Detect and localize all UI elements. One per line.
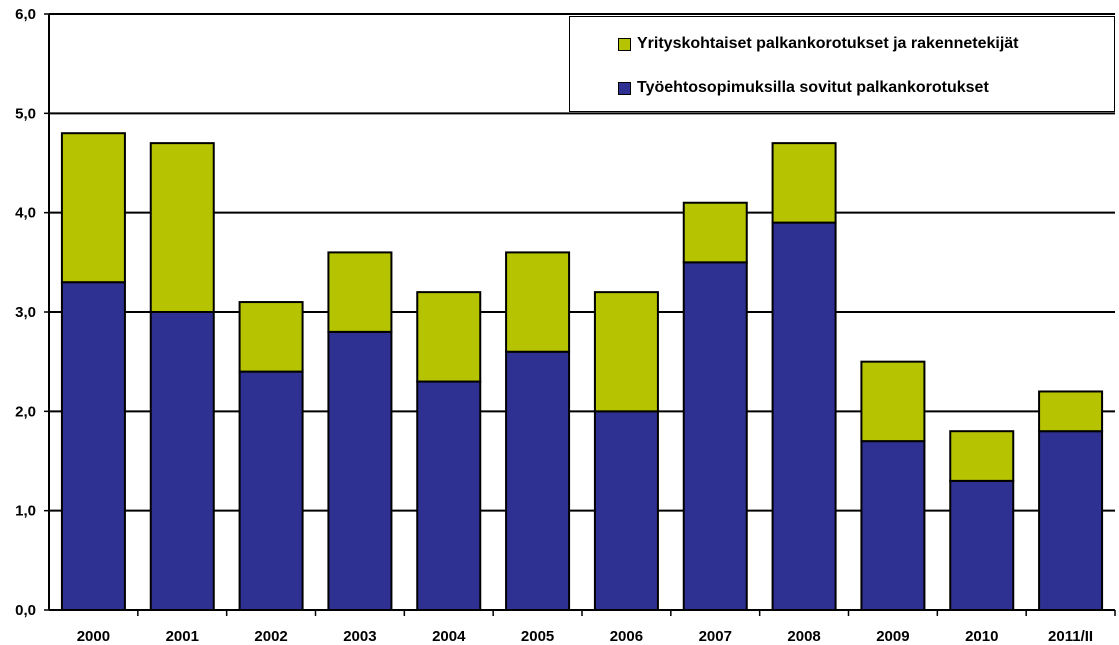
bar-segment-company-specific — [505, 251, 571, 353]
legend-item-company-specific: Yrityskohtaiset palkankorotukset ja rake… — [618, 35, 1018, 53]
x-tick-label: 2006 — [610, 628, 643, 645]
x-tick-label: 2004 — [432, 628, 466, 645]
bar-segment-company-specific — [238, 301, 304, 373]
bar-segment-company-specific — [860, 360, 926, 443]
y-tick-label: 1,0 — [15, 503, 36, 520]
bar-segment-collective-agreements — [860, 440, 926, 611]
legend-swatch-collective-agreements — [618, 81, 631, 95]
x-tick-label: 2005 — [521, 628, 554, 645]
y-tick-label: 2,0 — [15, 403, 36, 420]
bar-segment-collective-agreements — [149, 311, 215, 611]
bar-segment-company-specific — [60, 132, 126, 284]
bar-segment-collective-agreements — [949, 479, 1015, 611]
bar-segment-collective-agreements — [682, 261, 748, 611]
bar-segment-company-specific — [771, 142, 837, 224]
bar-segment-collective-agreements — [1038, 430, 1104, 612]
x-tick-label: 2007 — [699, 628, 732, 645]
bar-segment-collective-agreements — [238, 370, 304, 611]
axes — [44, 13, 1116, 616]
y-tick-label: 5,0 — [15, 105, 36, 122]
legend-item-collective-agreements: Työehtosopimuksilla sovitut palkankorotu… — [618, 79, 989, 97]
gridlines — [49, 13, 1115, 512]
x-tick-label: 2000 — [77, 628, 110, 645]
y-tick-label: 4,0 — [15, 205, 36, 222]
x-tick-label: 2001 — [166, 628, 199, 645]
x-tick-label: 2002 — [254, 628, 287, 645]
x-tick-label: 2010 — [965, 628, 998, 645]
y-tick-label: 3,0 — [15, 304, 36, 321]
legend-label-collective-agreements: Työehtosopimuksilla sovitut palkankorotu… — [637, 79, 989, 96]
bar-segment-company-specific — [949, 430, 1015, 482]
x-tick-label: 2011/II — [1048, 628, 1093, 645]
y-tick-label: 0,0 — [15, 602, 36, 619]
y-tick-label: 6,0 — [15, 6, 36, 23]
x-tick-labels: 2000 2001 2002 2003 2004 2005 2006 2007 2008 2009… — [77, 628, 1093, 645]
bar-segment-company-specific — [327, 251, 393, 333]
x-tick-label: 2009 — [876, 628, 909, 645]
x-tick-label: 2008 — [787, 628, 820, 645]
bar-segment-collective-agreements — [60, 281, 126, 611]
bar-segment-company-specific — [593, 291, 659, 413]
bar-segment-company-specific — [149, 142, 215, 313]
bar-segment-collective-agreements — [416, 380, 482, 611]
bar-segment-company-specific — [416, 291, 482, 383]
bar-segment-company-specific — [1038, 390, 1104, 433]
legend-swatch-company-specific — [618, 37, 631, 51]
bar-segment-collective-agreements — [771, 221, 837, 611]
y-tick-labels: 0,0 1,0 2,0 3,0 4,0 5,0 6,0 — [15, 6, 36, 619]
bars — [60, 132, 1104, 612]
bar-segment-collective-agreements — [505, 350, 571, 611]
legend: Yrityskohtaiset palkankorotukset ja rake… — [569, 16, 1115, 112]
x-tick-label: 2003 — [343, 628, 376, 645]
bar-segment-collective-agreements — [327, 330, 393, 611]
bar-segment-collective-agreements — [593, 410, 659, 612]
bar-segment-company-specific — [682, 201, 748, 264]
legend-label-company-specific: Yrityskohtaiset palkankorotukset ja rake… — [637, 35, 1019, 52]
